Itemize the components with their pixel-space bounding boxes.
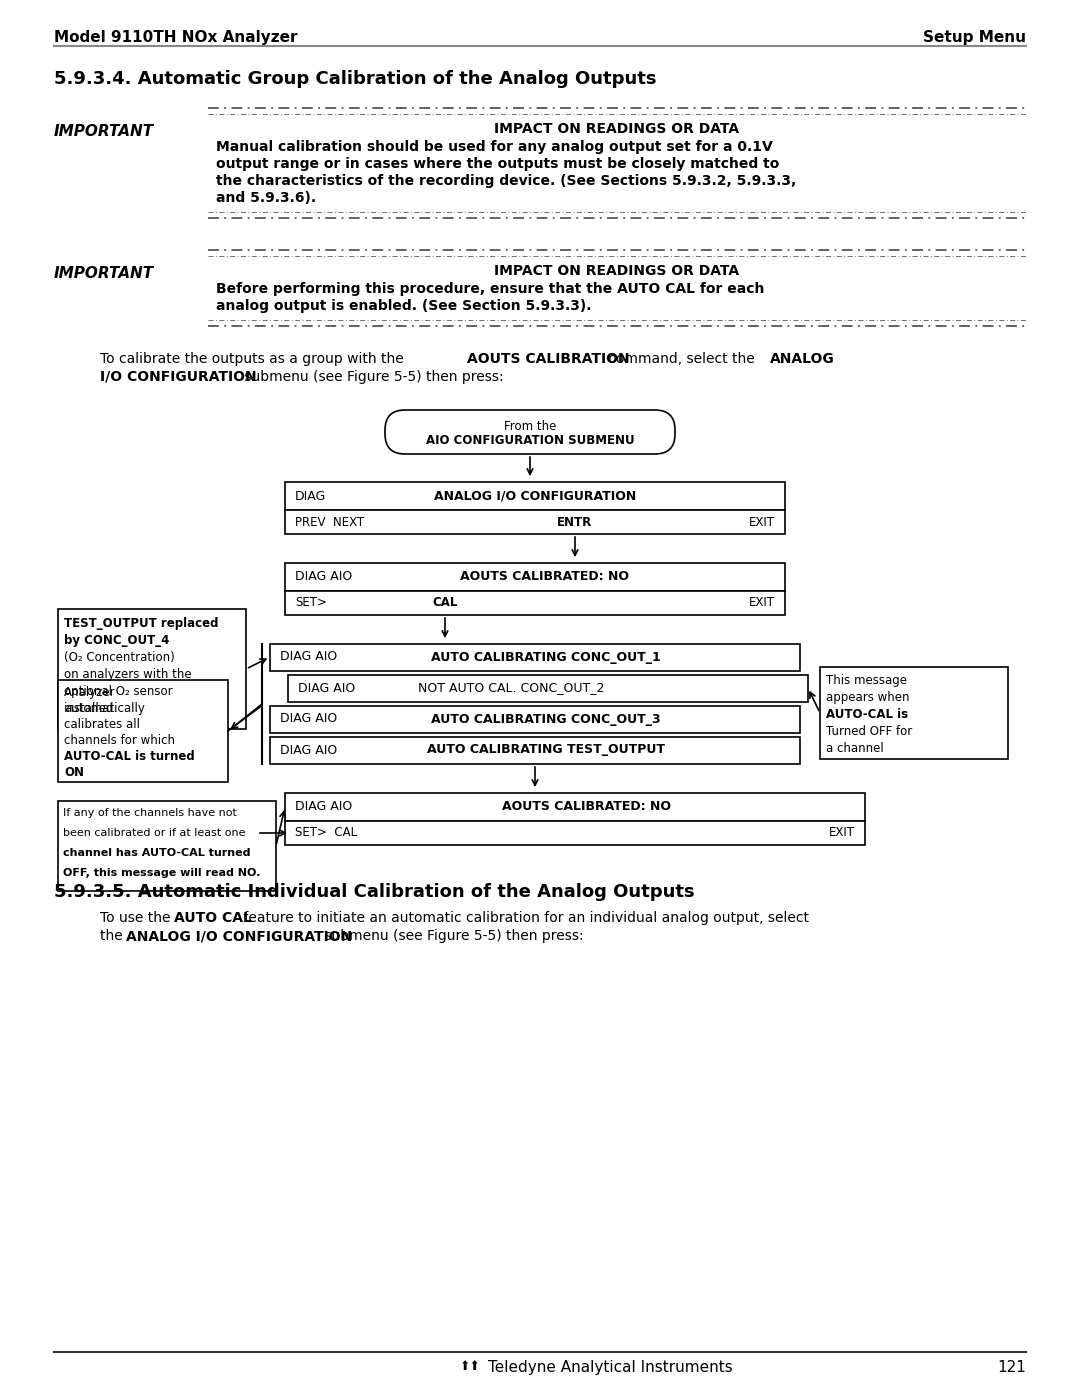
Text: EXIT: EXIT [829,827,855,840]
FancyBboxPatch shape [384,409,675,454]
Bar [270,705,800,733]
Text: ON: ON [64,766,84,780]
Text: IMPACT ON READINGS OR DATA: IMPACT ON READINGS OR DATA [495,122,740,136]
Text: DIAG AIO: DIAG AIO [295,570,352,584]
Text: If any of the channels have not: If any of the channels have not [63,807,237,819]
Text: To calibrate the outputs as a group with the: To calibrate the outputs as a group with… [100,352,408,366]
Text: feature to initiate an automatic calibration for an individual analog output, se: feature to initiate an automatic calibra… [239,911,809,925]
Text: TEST_OUTPUT replaced: TEST_OUTPUT replaced [64,617,218,630]
Text: channels for which: channels for which [64,733,175,747]
Text: Before performing this procedure, ensure that the AUTO CAL for each: Before performing this procedure, ensure… [216,282,765,296]
Text: EXIT: EXIT [750,597,775,609]
Text: submenu (see Figure 5-5) then press:: submenu (see Figure 5-5) then press: [320,929,583,943]
Text: DIAG AIO: DIAG AIO [298,682,355,694]
Text: analog output is enabled. (See Section 5.9.3.3).: analog output is enabled. (See Section 5… [216,299,592,313]
Text: submenu (see Figure 5-5) then press:: submenu (see Figure 5-5) then press: [240,370,503,384]
Text: Turned OFF for: Turned OFF for [826,725,913,738]
Bar [285,591,785,615]
Text: (O₂ Concentration): (O₂ Concentration) [64,651,175,664]
Text: command, select the: command, select the [604,352,759,366]
Text: SET>  CAL: SET> CAL [295,827,357,840]
Bar [58,800,276,891]
Text: DIAG AIO: DIAG AIO [280,712,337,725]
Text: SET>: SET> [295,597,327,609]
Text: Analyzer: Analyzer [64,686,116,698]
Text: output range or in cases where the outputs must be closely matched to: output range or in cases where the outpu… [216,156,780,170]
Text: AOUTS CALIBRATION: AOUTS CALIBRATION [467,352,630,366]
Text: AUTO CAL: AUTO CAL [174,911,252,925]
Text: ENTR: ENTR [557,515,593,528]
Bar [285,793,865,821]
Text: AUTO-CAL is turned: AUTO-CAL is turned [64,750,194,763]
Text: AOUTS CALIBRATED: NO: AOUTS CALIBRATED: NO [502,800,671,813]
Text: AUTO CALIBRATING CONC_OUT_3: AUTO CALIBRATING CONC_OUT_3 [431,712,660,725]
Text: IMPACT ON READINGS OR DATA: IMPACT ON READINGS OR DATA [495,264,740,278]
Text: Teledyne Analytical Instruments: Teledyne Analytical Instruments [488,1361,732,1375]
Text: Manual calibration should be used for any analog output set for a 0.1V: Manual calibration should be used for an… [216,140,773,154]
Text: AUTO CALIBRATING CONC_OUT_1: AUTO CALIBRATING CONC_OUT_1 [431,651,661,664]
Text: a channel: a channel [826,742,883,754]
Bar [288,675,808,703]
Text: on analyzers with the: on analyzers with the [64,668,191,680]
Text: CAL: CAL [432,597,458,609]
Text: the characteristics of the recording device. (See Sections 5.9.3.2, 5.9.3.3,: the characteristics of the recording dev… [216,175,796,189]
Text: AOUTS CALIBRATED: NO: AOUTS CALIBRATED: NO [460,570,630,584]
Text: ANALOG I/O CONFIGURATION: ANALOG I/O CONFIGURATION [434,489,636,503]
Bar [58,680,228,782]
Bar [820,666,1008,759]
Text: ⬆⬆: ⬆⬆ [459,1361,481,1373]
Bar [270,738,800,764]
Text: and 5.9.3.6).: and 5.9.3.6). [216,191,316,205]
Text: NOT AUTO CAL. CONC_OUT_2: NOT AUTO CAL. CONC_OUT_2 [418,682,605,694]
Text: ANALOG: ANALOG [770,352,835,366]
Text: OFF, this message will read NO.: OFF, this message will read NO. [63,868,260,877]
Bar [270,644,800,671]
Text: DIAG AIO: DIAG AIO [280,743,337,757]
Text: calibrates all: calibrates all [64,718,140,731]
Text: This message: This message [826,673,907,687]
Text: optional O₂ sensor: optional O₂ sensor [64,685,173,698]
Text: DIAG AIO: DIAG AIO [280,651,337,664]
Bar [285,563,785,591]
Text: 5.9.3.5. Automatic Individual Calibration of the Analog Outputs: 5.9.3.5. Automatic Individual Calibratio… [54,883,694,901]
Text: IMPORTANT: IMPORTANT [54,124,154,138]
Text: AIO CONFIGURATION SUBMENU: AIO CONFIGURATION SUBMENU [426,434,634,447]
Text: installed.: installed. [64,703,118,715]
Bar [285,510,785,534]
Text: ANALOG I/O CONFIGURATION: ANALOG I/O CONFIGURATION [126,929,352,943]
Text: Setup Menu: Setup Menu [923,29,1026,45]
Text: 5.9.3.4. Automatic Group Calibration of the Analog Outputs: 5.9.3.4. Automatic Group Calibration of … [54,70,657,88]
Text: 121: 121 [997,1361,1026,1375]
Text: been calibrated or if at least one: been calibrated or if at least one [63,828,245,838]
Text: IMPORTANT: IMPORTANT [54,265,154,281]
Text: by CONC_OUT_4: by CONC_OUT_4 [64,634,170,647]
Text: appears when: appears when [826,692,909,704]
Text: the: the [100,929,127,943]
Text: From the: From the [503,420,556,433]
Text: I/O CONFIGURATION: I/O CONFIGURATION [100,370,257,384]
Bar [285,821,865,845]
Text: EXIT: EXIT [750,515,775,528]
Text: AUTO-CAL is: AUTO-CAL is [826,708,908,721]
Bar [58,609,246,729]
Text: automatically: automatically [64,703,145,715]
Text: Model 9110TH NOx Analyzer: Model 9110TH NOx Analyzer [54,29,297,45]
Text: DIAG AIO: DIAG AIO [295,800,352,813]
Text: AUTO CALIBRATING TEST_OUTPUT: AUTO CALIBRATING TEST_OUTPUT [427,743,664,757]
Text: channel has AUTO-CAL turned: channel has AUTO-CAL turned [63,848,251,858]
Text: To use the: To use the [100,911,175,925]
Text: DIAG: DIAG [295,489,326,503]
Bar [285,482,785,510]
Text: PREV  NEXT: PREV NEXT [295,515,364,528]
